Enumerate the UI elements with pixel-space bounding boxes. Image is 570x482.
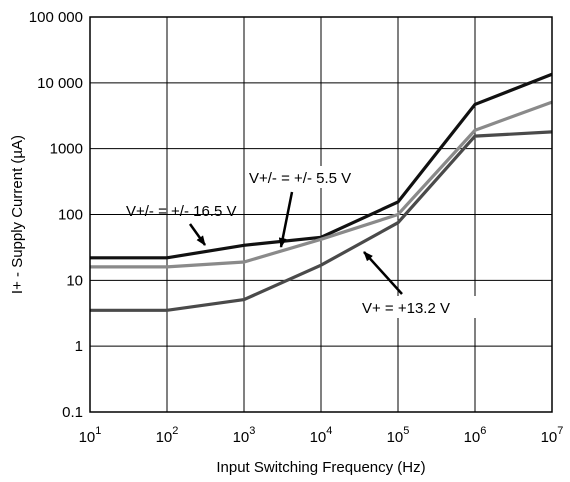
y-tick-label: 100 — [58, 207, 83, 224]
y-tick-label: 1000 — [50, 141, 83, 158]
annotation-arrow — [188, 223, 207, 246]
x-tick-labels: 101 102 103 104 105 106 107 — [79, 425, 564, 446]
annotations: V+/- = +/- 16.5 V V+/- = +/- 5.5 V V+ = +1… — [126, 166, 476, 318]
annotation-label: V+/- = +/- 16.5 V — [126, 203, 236, 220]
x-tick-label: 104 — [310, 425, 333, 446]
annotation-arrow — [278, 191, 294, 248]
series-line — [90, 130, 553, 312]
x-axis-label: Input Switching Frequency (Hz) — [216, 459, 425, 476]
annotation-label: V+ = +13.2 V — [362, 300, 450, 317]
series-line — [90, 100, 553, 269]
annotation-background — [358, 296, 476, 318]
annotation-label: V+/- = +/- 5.5 V — [249, 170, 351, 187]
annotation-background — [245, 166, 387, 188]
x-tick-label: 106 — [464, 425, 487, 446]
x-tick-label: 105 — [387, 425, 410, 446]
y-tick-label: 100 000 — [29, 9, 83, 26]
plot-frame — [89, 16, 553, 413]
x-tick-label: 102 — [156, 425, 179, 446]
y-tick-labels: 0.1 1 10 100 1000 10 000 100 000 — [29, 9, 83, 421]
y-tick-label: 10 — [66, 272, 83, 289]
x-tick-label: 107 — [541, 425, 564, 446]
series-lines — [90, 72, 553, 312]
y-axis-label: I+ - Supply Current (µA) — [9, 135, 26, 294]
y-tick-label: 1 — [75, 338, 83, 355]
x-tick-label: 103 — [233, 425, 256, 446]
y-tick-label: 10 000 — [37, 75, 83, 92]
series-line — [90, 72, 553, 260]
x-tick-label: 101 — [79, 425, 102, 446]
annotation-arrow — [363, 251, 403, 295]
y-tick-label: 0.1 — [62, 404, 83, 421]
